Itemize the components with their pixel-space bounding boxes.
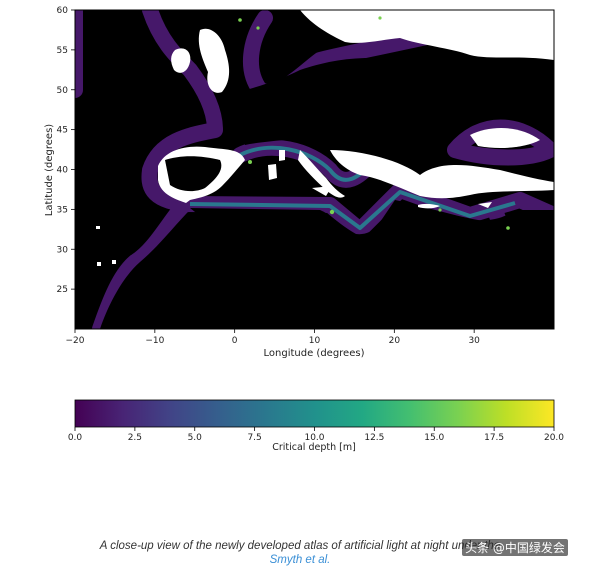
land-scandinavia [300,10,554,60]
iberia-interior [165,156,222,192]
land-canary-islands [97,260,116,266]
shallow-highlights [238,16,510,230]
land-sardinia [268,164,277,180]
colorbar: 0.0 2.5 5.0 7.5 10.0 12.5 15.0 17.5 20.0 Critica… [68,399,564,453]
y-tick-label: 35 [57,205,68,215]
caption-source-link[interactable]: Smyth et al. [269,554,331,566]
y-tick-label: 50 [57,86,69,96]
land-sicily [312,186,332,196]
y-axis-label: Latitude (degrees) [44,124,55,216]
x-axis: −20 −10 0 10 20 30 [66,329,480,346]
continental-europe [225,58,554,145]
y-tick-label: 25 [57,285,68,295]
y-axis: 25 30 35 40 45 50 55 60 [57,6,75,295]
x-tick-label: 0 [232,336,238,346]
colorbar-tick-label: 0.0 [68,433,83,443]
y-tick-label: 55 [57,46,68,56]
watermark: 头条 @中国绿发会 [462,539,568,556]
colorbar-gradient [74,399,555,428]
x-tick-label: −20 [66,336,85,346]
x-tick-label: 20 [389,336,401,346]
land-ireland [171,48,191,73]
caption-line-1: A close-up view of the newly developed a… [99,540,501,552]
x-tick-label: −10 [145,336,164,346]
land-italy [298,150,345,198]
colorbar-label: Critical depth [m] [272,442,356,453]
colorbar-ticks: 0.0 2.5 5.0 7.5 10.0 12.5 15.0 17.5 20.0 [68,427,564,443]
land-cyprus [478,202,492,208]
colorbar-tick-label: 15.0 [424,433,444,443]
colorbar-tick-label: 20.0 [544,433,564,443]
map-panel [74,9,555,330]
land-corsica [279,150,285,161]
x-tick-label: 10 [309,336,321,346]
x-tick-label: 30 [468,336,480,346]
africa-interior [100,212,500,329]
y-tick-label: 45 [57,126,68,136]
colorbar-tick-label: 7.5 [247,433,261,443]
colorbar-tick-label: 5.0 [188,433,203,443]
land-crete [418,203,440,209]
land-britain [198,28,230,93]
land-madeira [96,226,100,229]
colorbar-tick-label: 17.5 [484,433,504,443]
colorbar-tick-label: 12.5 [364,433,384,443]
x-axis-label: Longitude (degrees) [264,348,365,359]
colorbar-tick-label: 2.5 [128,433,142,443]
land-black-sea-shore [470,128,540,148]
y-tick-label: 60 [57,6,69,16]
land-balkans-turkey [330,150,554,199]
y-tick-label: 30 [57,245,69,255]
figure-caption: A close-up view of the newly developed a… [0,539,600,567]
land-north-africa [190,200,554,329]
y-tick-label: 40 [57,166,69,176]
colorbar-tick-label: 10.0 [304,433,324,443]
figure: −20 −10 0 10 20 30 25 30 35 40 45 50 55 60 Longitude… [44,6,564,453]
coastal-depth-band-inner [189,145,516,230]
